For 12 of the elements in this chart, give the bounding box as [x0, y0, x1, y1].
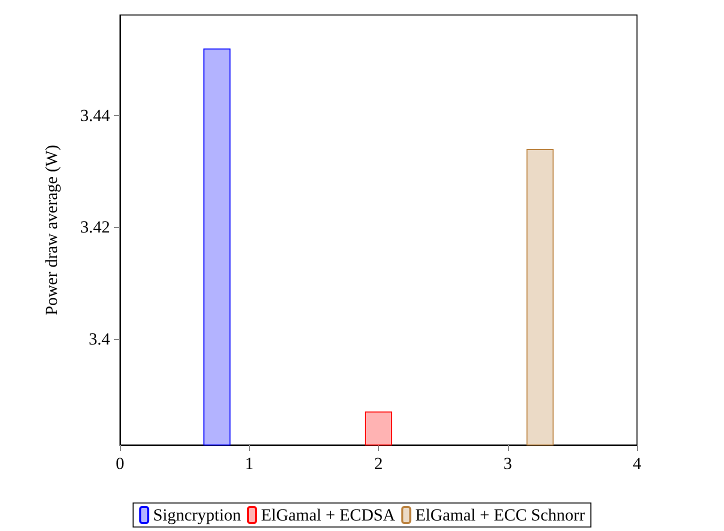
y-axis-title: Power draw average (W) — [42, 144, 61, 316]
y-tick-label: 3.44 — [80, 106, 110, 126]
legend-label: ElGamal + ECDSA — [260, 506, 396, 524]
x-tick-label: 4 — [632, 454, 642, 473]
y-tick-label: 3.42 — [80, 218, 110, 237]
x-tick-label: 0 — [116, 454, 124, 473]
x-tick-label: 1 — [245, 454, 254, 473]
y-tick-label: 3.4 — [88, 329, 110, 348]
legend-label: ElGamal + ECC Schnorr — [415, 506, 586, 524]
x-tick-label: 3 — [504, 454, 512, 473]
x-tick-label: 2 — [374, 454, 383, 473]
legend-label: Signcryption — [153, 506, 242, 524]
